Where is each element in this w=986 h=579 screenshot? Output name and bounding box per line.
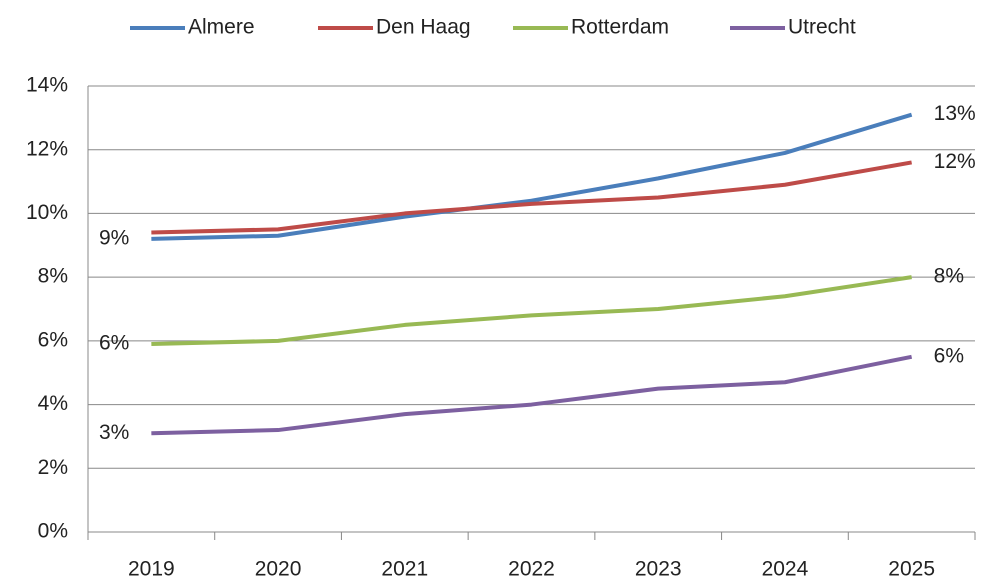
legend-label: Utrecht — [788, 16, 856, 39]
series-line — [151, 354, 913, 436]
y-tick-label: 14% — [26, 74, 68, 97]
x-tick-label: 2024 — [762, 558, 809, 579]
data-label: 8% — [934, 265, 964, 288]
x-tick-label: 2020 — [255, 558, 302, 579]
y-tick-label: 4% — [38, 392, 68, 415]
y-tick-label: 2% — [38, 456, 68, 479]
series-line — [151, 160, 912, 235]
data-label: 9% — [99, 226, 129, 249]
x-tick-label: 2023 — [635, 558, 682, 579]
legend-label: Den Haag — [376, 16, 471, 39]
data-label: 3% — [99, 421, 129, 444]
series-line — [151, 275, 912, 347]
y-tick-label: 6% — [38, 328, 68, 351]
y-tick-label: 12% — [26, 137, 68, 160]
y-tick-label: 10% — [26, 201, 68, 224]
x-tick-label: 2025 — [888, 558, 935, 579]
x-tick-label: 2019 — [128, 558, 175, 579]
y-tick-label: 0% — [38, 520, 68, 543]
data-label: 13% — [934, 102, 976, 125]
legend-label: Rotterdam — [571, 16, 669, 39]
legend-label: Almere — [188, 16, 255, 39]
data-label: 6% — [99, 332, 129, 355]
y-tick-label: 8% — [38, 265, 68, 288]
series-line — [151, 112, 913, 241]
data-label: 6% — [934, 344, 964, 367]
x-tick-label: 2022 — [508, 558, 555, 579]
data-label: 12% — [934, 150, 976, 173]
x-tick-label: 2021 — [381, 558, 428, 579]
